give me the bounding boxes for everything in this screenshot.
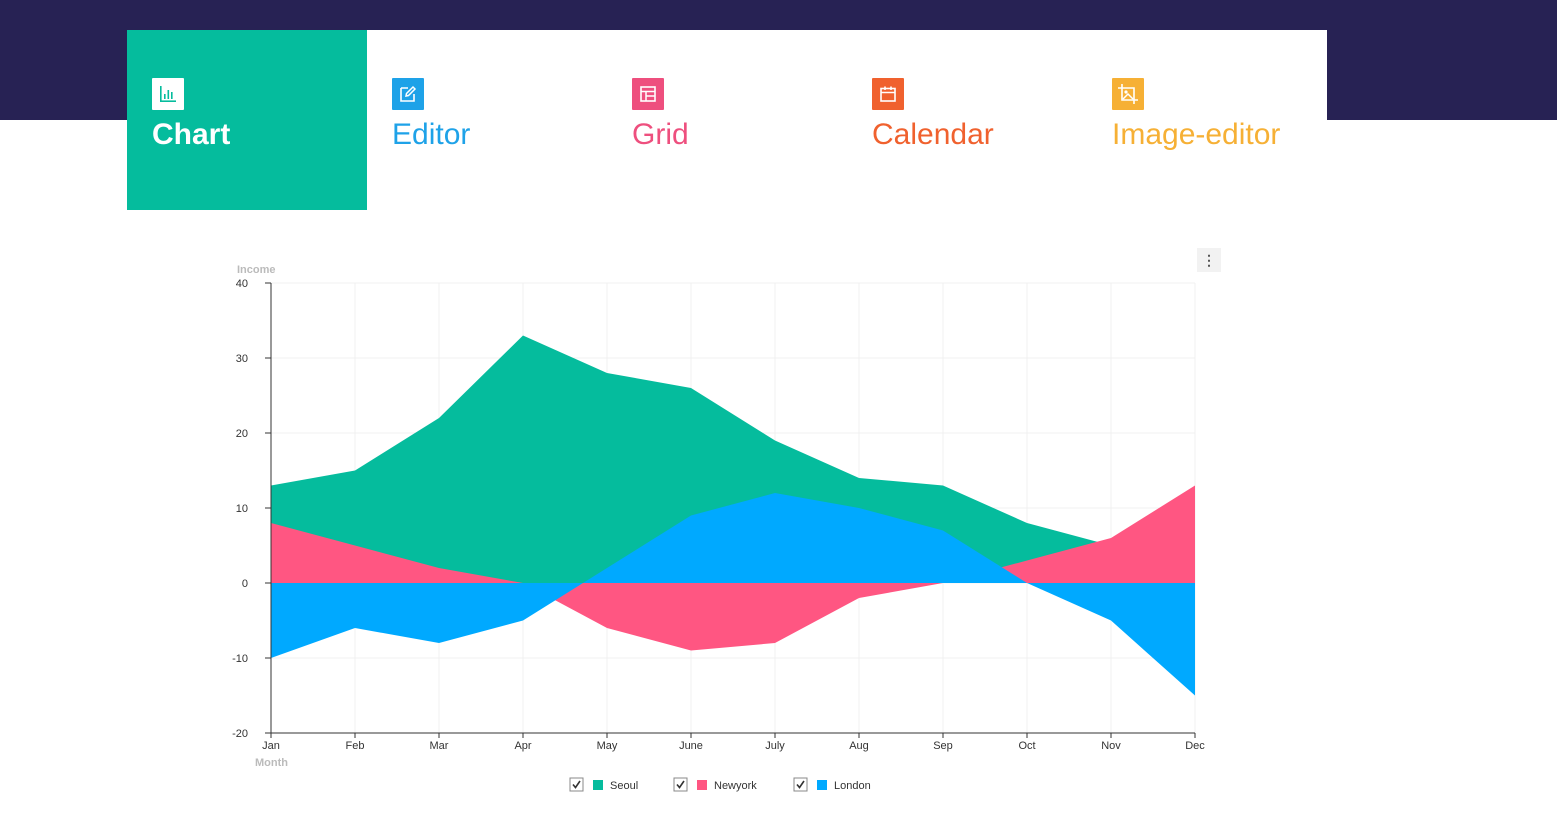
x-tick-label: Aug [849,740,869,752]
calendar-icon [872,78,904,110]
legend-swatch-seoul [593,780,603,790]
legend-swatch-london [817,780,827,790]
x-tick-label: Jan [262,740,280,752]
y-tick-label: -10 [232,653,248,665]
tab-image-editor[interactable]: Image-editor [1087,30,1327,151]
x-tick-label: July [765,740,785,752]
legend-checkbox-seoul[interactable] [569,777,584,792]
x-axis-title: Month [255,757,288,769]
bar-chart-icon [152,78,184,110]
tab-calendar[interactable]: Calendar [847,30,1087,151]
tab-label-grid: Grid [632,118,689,151]
edit-icon [392,78,424,110]
series-area-newyork[interactable] [271,485,1195,651]
y-tick-label: -20 [232,728,248,740]
tab-label-image-editor: Image-editor [1112,118,1281,151]
legend-label-london: London [834,780,871,792]
x-tick-label: Oct [1018,740,1035,752]
tab-label-chart: Chart [152,118,231,151]
x-tick-label: May [597,740,618,752]
legend-checkbox-london[interactable] [793,777,808,792]
image-icon [1112,78,1144,110]
series-area-seoul[interactable] [271,335,1195,584]
x-tick-label: Mar [430,740,449,752]
y-tick-label: 0 [242,578,248,590]
y-tick-label: 40 [236,278,248,290]
main-navigation: Chart Editor Grid Calendar [127,30,1327,210]
x-tick-label: June [679,740,703,752]
tab-chart[interactable]: Chart [127,30,367,210]
x-tick-label: Feb [346,740,365,752]
table-icon [632,78,664,110]
x-tick-label: Dec [1185,740,1205,752]
y-tick-label: 20 [236,428,248,440]
legend-label-newyork: Newyork [714,780,757,792]
series-area-london[interactable] [271,493,1195,696]
check-icon [572,780,581,789]
tab-grid[interactable]: Grid [607,30,847,151]
legend-checkbox-newyork[interactable] [673,777,688,792]
x-tick-label: Nov [1101,740,1121,752]
legend-label-seoul: Seoul [610,780,638,792]
y-tick-label: 10 [236,503,248,515]
y-axis-title: Income [237,264,276,276]
legend-swatch-newyork [697,780,707,790]
more-vertical-icon: ⋮ [1202,251,1216,268]
tab-editor[interactable]: Editor [367,30,607,151]
x-tick-label: Sep [933,740,953,752]
y-tick-label: 30 [236,353,248,365]
tab-label-calendar: Calendar [872,118,994,151]
tab-label-editor: Editor [392,118,471,151]
check-icon [676,780,685,789]
x-tick-label: Apr [514,740,531,752]
check-icon [796,780,805,789]
chart-export-menu-button[interactable]: ⋮ [1197,248,1221,272]
